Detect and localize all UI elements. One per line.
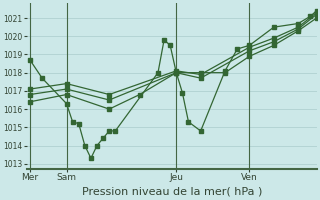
X-axis label: Pression niveau de la mer( hPa ): Pression niveau de la mer( hPa ) [82, 187, 262, 197]
